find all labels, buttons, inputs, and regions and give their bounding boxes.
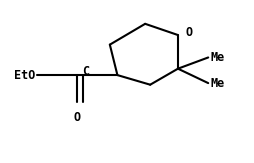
Text: C: C — [82, 65, 89, 78]
Text: O: O — [73, 111, 80, 124]
Text: O: O — [184, 26, 191, 39]
Text: Me: Me — [210, 77, 224, 90]
Text: EtO: EtO — [14, 69, 35, 82]
Text: Me: Me — [210, 51, 224, 64]
